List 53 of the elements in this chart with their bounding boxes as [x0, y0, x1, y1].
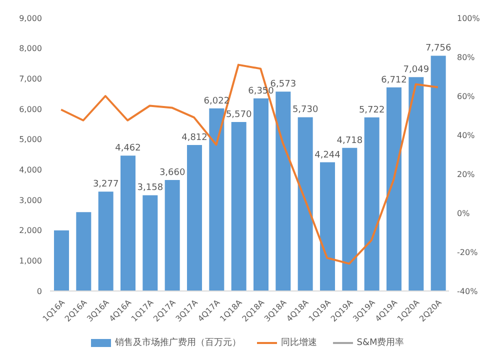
bar	[320, 162, 335, 291]
bar	[76, 212, 92, 291]
y2-tick-label: -20%	[457, 248, 478, 257]
y2-tick-label: 80%	[457, 52, 476, 62]
data-label: 5,570	[226, 110, 252, 120]
data-label: 7,049	[403, 65, 430, 76]
y-tick-label: 5,000	[19, 135, 42, 144]
legend-label: 同比增速	[280, 336, 317, 349]
bar	[342, 148, 358, 291]
bar	[408, 77, 424, 291]
y2-tick-label: 40%	[457, 130, 476, 140]
y2-tick-label: 100%	[457, 14, 480, 23]
bar	[254, 98, 268, 291]
bar	[164, 180, 180, 291]
bar	[386, 87, 402, 291]
y-tick-label: 6,000	[19, 104, 42, 114]
y-tick-label: 9,000	[19, 14, 42, 23]
y-tick-label: 1,000	[19, 256, 42, 266]
y-tick-label: 0	[36, 286, 42, 296]
data-label: 7,756	[425, 44, 452, 54]
bar	[187, 145, 202, 291]
data-label: 6,712	[381, 75, 407, 86]
y2-tick-label: 0%	[457, 208, 470, 218]
legend-label: 销售及市场推广费用（百万元）	[114, 336, 241, 349]
data-label: 5,722	[358, 105, 385, 116]
y-tick-label: 8,000	[19, 44, 42, 54]
data-label: 3,277	[92, 180, 119, 190]
bar	[98, 192, 114, 291]
data-label: 4,718	[336, 136, 363, 146]
bar	[231, 122, 246, 291]
bar	[209, 108, 224, 291]
data-label: 4,244	[314, 150, 341, 160]
y-tick-label: 3,000	[19, 196, 42, 205]
data-label: 3,660	[159, 168, 186, 178]
bar	[120, 156, 136, 291]
bar	[54, 230, 69, 291]
data-label: 3,158	[137, 183, 164, 194]
line-series	[60, 64, 439, 265]
data-label: 5,730	[292, 105, 318, 116]
bar	[430, 56, 446, 291]
bar	[142, 195, 158, 291]
bar	[298, 117, 313, 291]
data-label: 4,812	[182, 133, 208, 144]
y2-tick-label: 60%	[457, 92, 476, 101]
y-tick-label: 2,000	[19, 226, 42, 236]
legend-label: S&M费用率	[356, 336, 404, 349]
data-label: 4,462	[115, 144, 141, 154]
bar	[364, 117, 380, 291]
y-tick-label: 4,000	[19, 166, 42, 175]
y2-tick-label: 20%	[457, 170, 476, 179]
bar	[276, 92, 291, 291]
y2-tick-label: -40%	[457, 286, 478, 296]
y-tick-label: 7,000	[19, 74, 42, 84]
